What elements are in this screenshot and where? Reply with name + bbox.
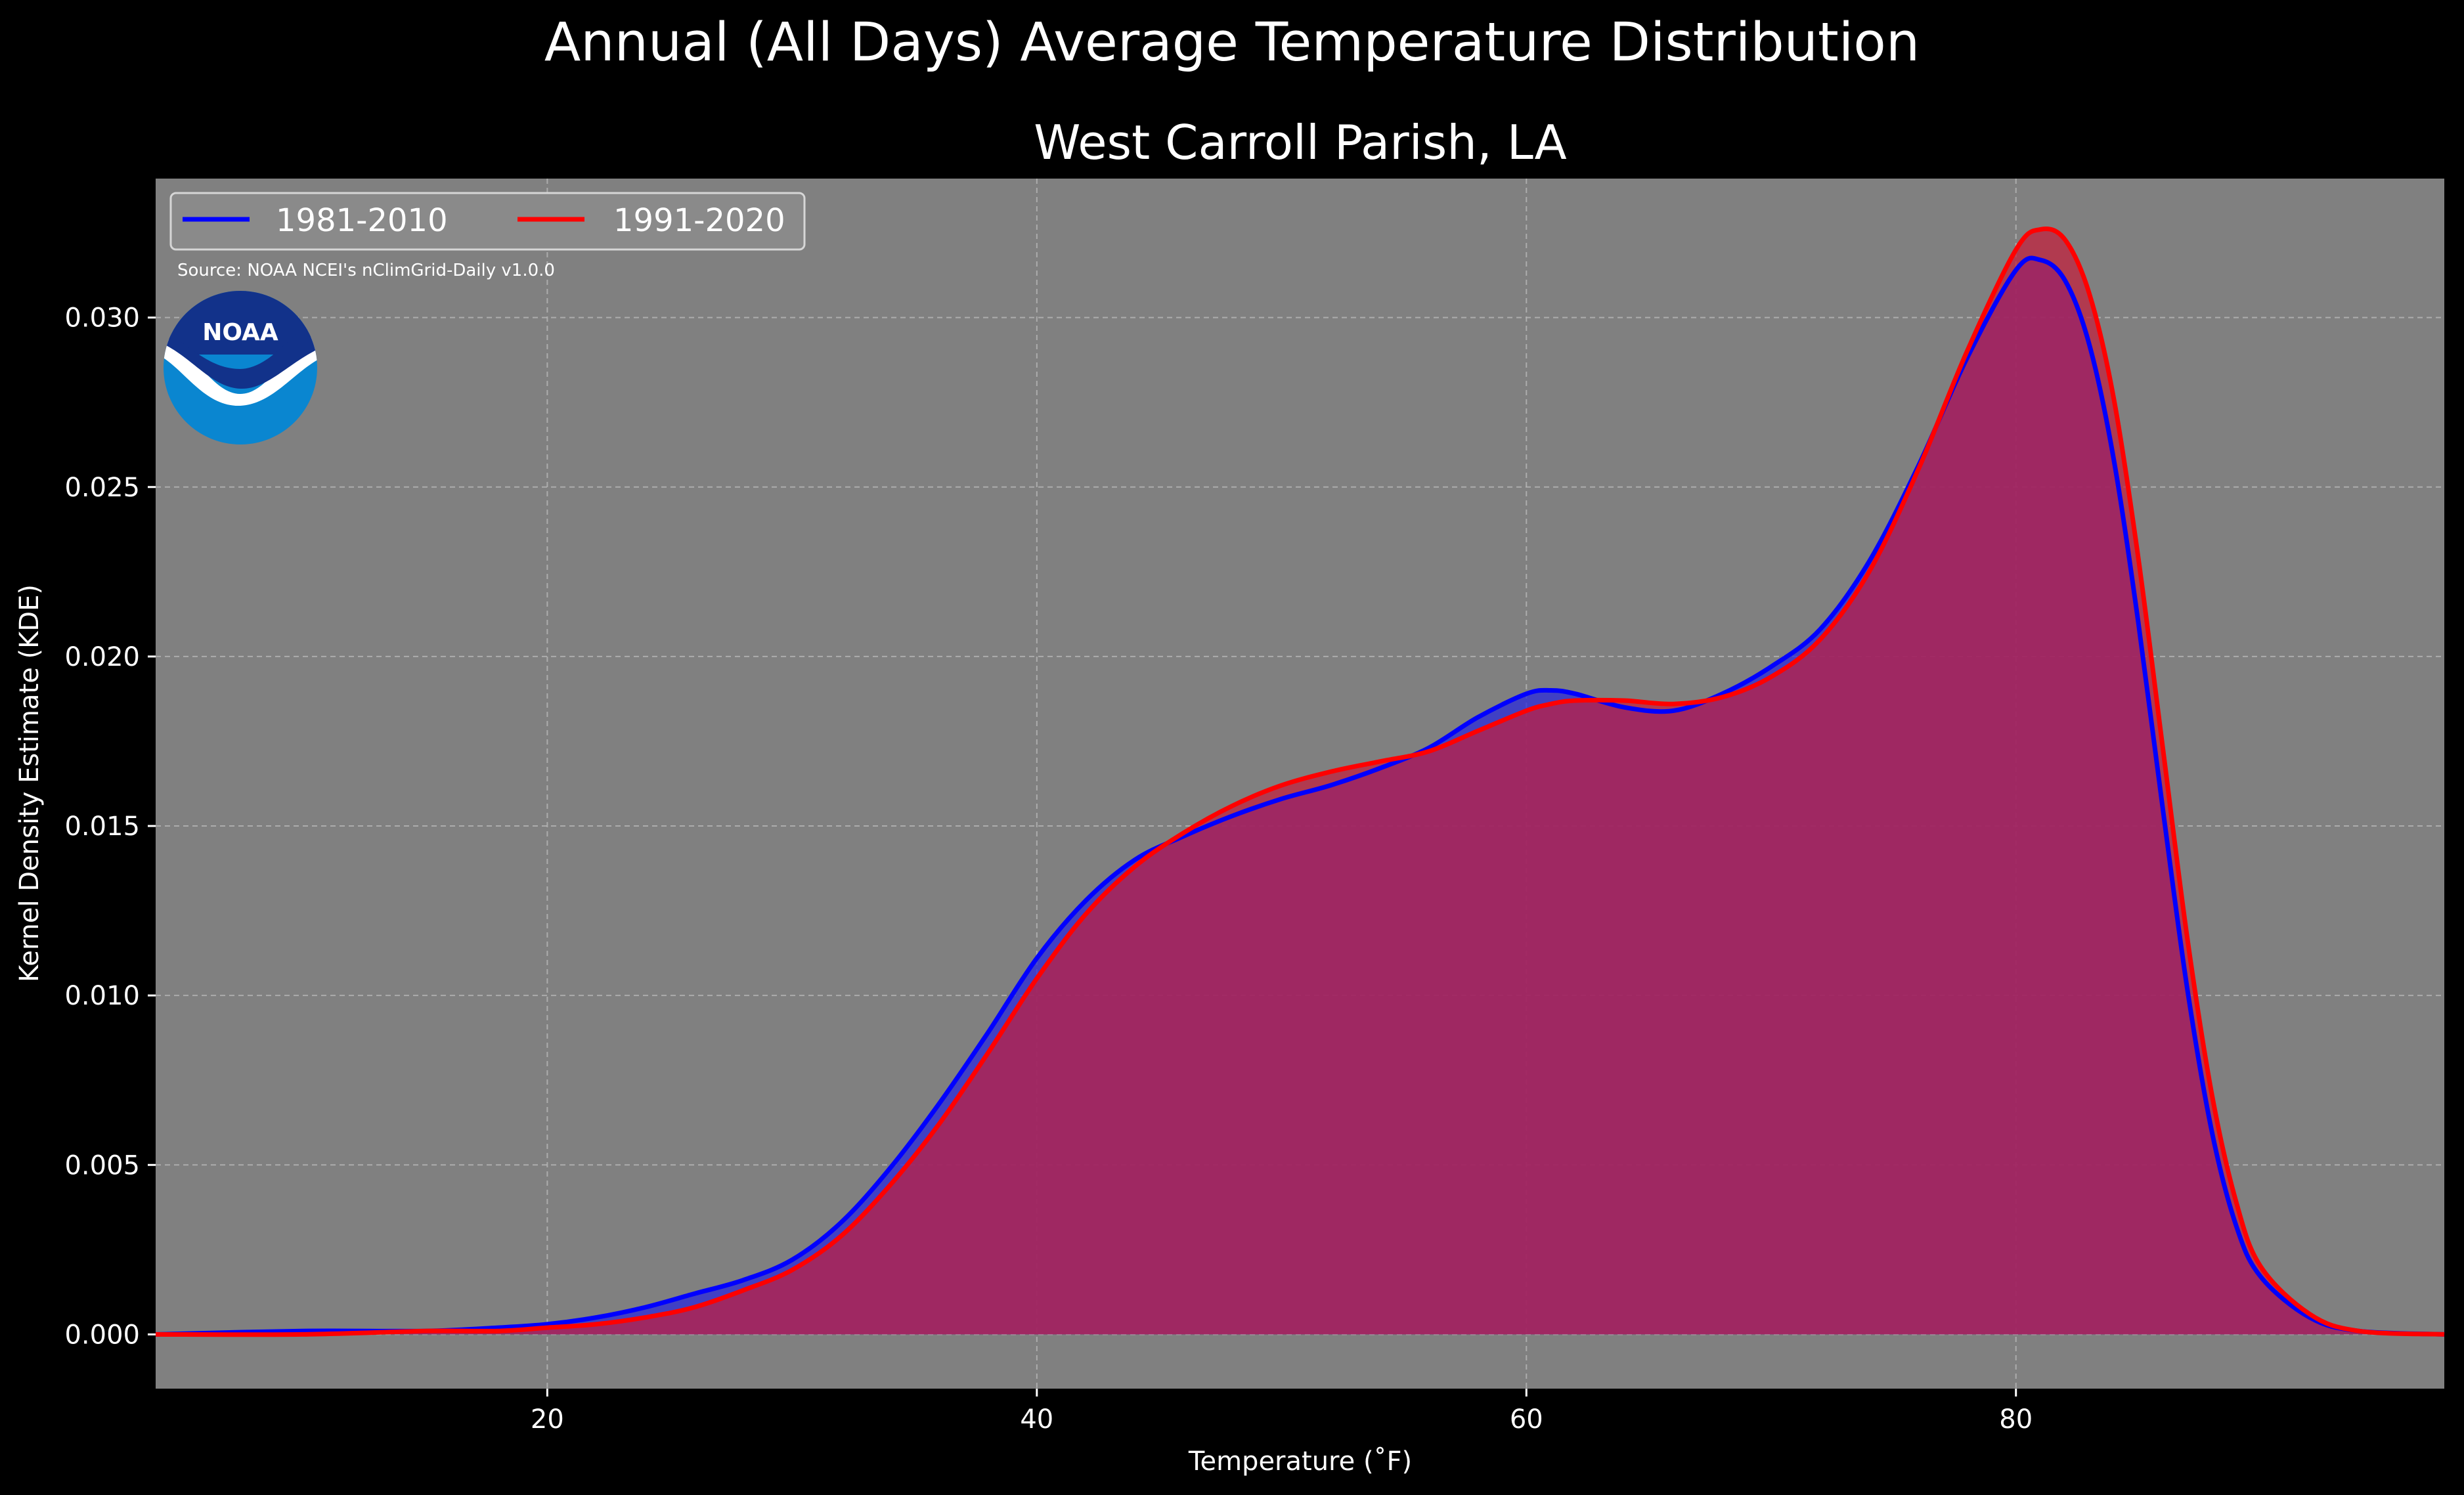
x-tick-label: 20 <box>531 1404 564 1435</box>
y-tick-label: 0.020 <box>64 642 140 672</box>
legend-label-1991-2020: 1991-2020 <box>613 202 785 239</box>
y-tick-label: 0.010 <box>64 981 140 1011</box>
noaa-logo-text: NOAA <box>202 319 278 346</box>
line-layer <box>155 226 2445 1337</box>
x-axis-label: Temperature (˚F) <box>1188 1446 1412 1477</box>
source-note: Source: NOAA NCEI's nClimGrid-Daily v1.0… <box>177 261 555 280</box>
x-tick-label: 40 <box>1020 1404 1053 1435</box>
legend-label-1981-2010: 1981-2010 <box>276 202 448 239</box>
line-1981-2010 <box>155 255 2445 1337</box>
x-tick-label: 80 <box>1999 1404 2033 1435</box>
y-tick-label: 0.000 <box>64 1320 140 1350</box>
legend: 1981-2010 1991-2020 <box>169 192 806 251</box>
noaa-logo: NOAA <box>164 291 317 444</box>
x-tick-label: 60 <box>1510 1404 1543 1435</box>
y-tick-label: 0.025 <box>64 473 140 503</box>
chart-suptitle: Annual (All Days) Average Temperature Di… <box>544 12 1920 74</box>
y-tick-label: 0.030 <box>64 303 140 334</box>
y-tick-label: 0.005 <box>64 1150 140 1181</box>
chart-subtitle: West Carroll Parish, LA <box>1034 115 1566 170</box>
y-axis-label: Kernel Density Estimate (KDE) <box>14 584 45 982</box>
legend-box <box>169 192 806 251</box>
x-tick-layer: 20 40 60 80 <box>531 1389 2033 1435</box>
line-1991-2020 <box>155 226 2445 1337</box>
y-tick-label: 0.015 <box>64 812 140 842</box>
y-tick-layer: 0.000 0.005 0.010 0.015 0.020 0.025 0.030 <box>64 303 156 1350</box>
